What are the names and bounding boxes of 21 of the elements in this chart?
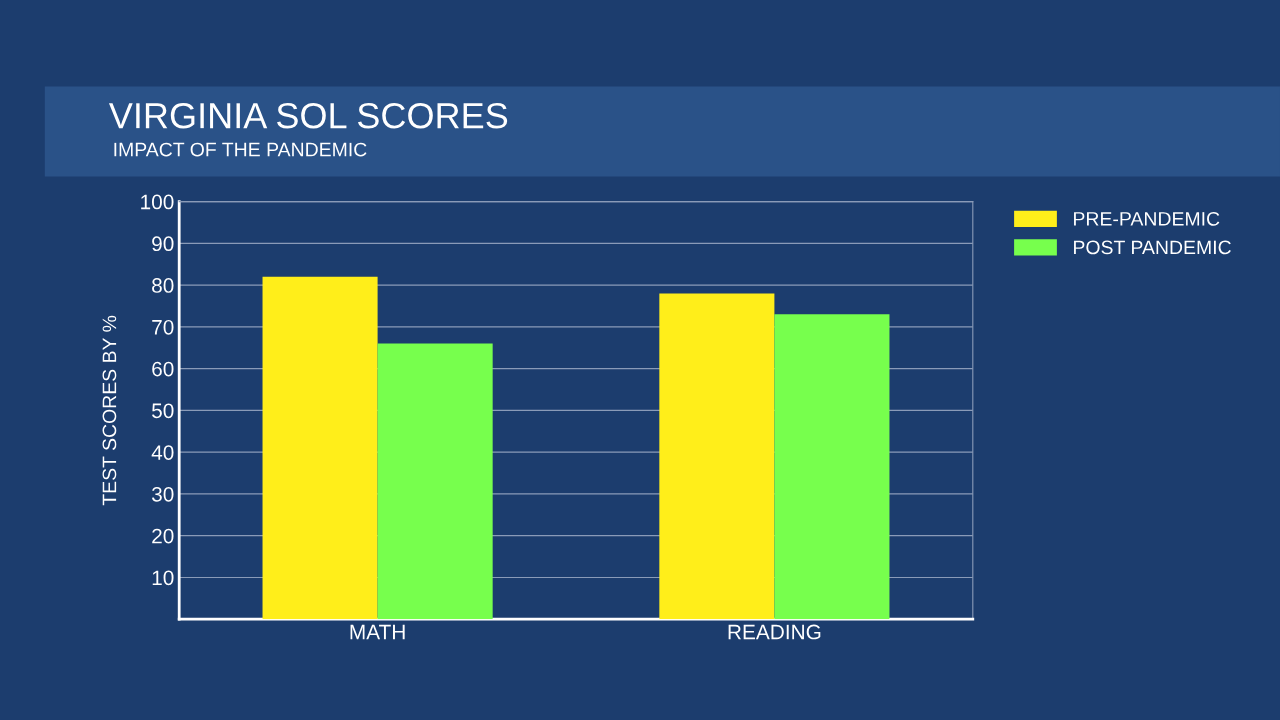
legend-label: PRE-PANDEMIC [1074,211,1220,226]
y-tick-label: 10 [152,570,174,586]
y-tick-label: 100 [141,194,174,210]
x-tick-label: MATH [350,624,405,640]
y-axis-title: TEST SCORES BY % [102,315,117,506]
legend-label: POST PANDEMIC [1074,240,1231,255]
y-tick-label: 80 [152,278,174,293]
y-tick-label: 60 [152,361,174,377]
y-tick-label: 50 [152,403,174,419]
chart-subtitle: IMPACT OF THE PANDEMIC [114,142,367,157]
y-tick-label: 20 [152,528,174,544]
y-tick-label: 30 [151,486,174,502]
y-tick-label: 70 [152,319,174,335]
x-tick-label: READING [728,624,821,640]
y-tick-label: 40 [151,445,174,460]
chart-title: VIRGINIA SOL SCORES [108,102,508,129]
bar [377,343,493,620]
bar [774,314,890,620]
y-tick-label: 90 [152,236,174,252]
bar [659,293,775,620]
bar [262,276,378,620]
